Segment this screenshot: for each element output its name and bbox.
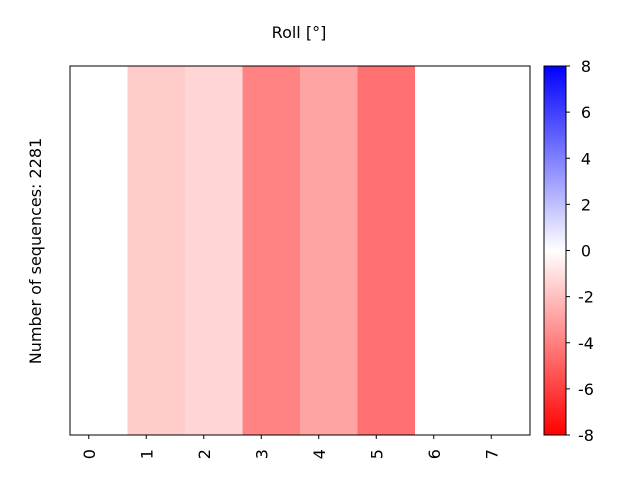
x-tick-label-2: 2 [195,449,214,459]
colorbar-tick-label--2: -2 [578,288,594,307]
x-axis-ticks: 0 1 2 3 4 5 6 7 [80,435,501,459]
heatmap-cell-3 [242,66,300,435]
colorbar-tick-label--4: -4 [578,334,594,353]
heatmap-cell-4 [300,66,358,435]
colorbar-tick-label-4: 4 [581,149,591,168]
x-tick-label-7: 7 [482,449,501,459]
heatmap-cell-0 [70,66,128,435]
heatmap-cell-5 [357,66,415,435]
colorbar-tick-label--6: -6 [578,380,594,399]
plot-frame [69,65,531,436]
x-tick-label-5: 5 [367,449,386,459]
x-tick-label-6: 6 [425,449,444,459]
colorbar [543,65,567,436]
x-tick-label-1: 1 [137,449,156,459]
heatmap-cell-2 [185,66,243,435]
heatmap-cell-6 [415,66,530,435]
y-axis-label: Number of sequences: 2281 [26,138,45,365]
heatmap-cell-1 [127,66,185,435]
x-tick-label-3: 3 [252,449,271,459]
colorbar-ticks: 8 6 4 2 0 -2 -4 -6 -8 [566,57,594,445]
colorbar-tick-label-8: 8 [581,57,591,76]
x-tick-label-4: 4 [310,449,329,459]
chart-title: Roll [°] [272,23,327,42]
colorbar-tick-label-0: 0 [581,242,591,261]
colorbar-tick-label-2: 2 [581,195,591,214]
colorbar-tick-label-6: 6 [581,103,591,122]
colorbar-tick-label--8: -8 [578,426,594,445]
heatmap-cells [70,66,530,435]
x-tick-label-0: 0 [80,449,99,459]
